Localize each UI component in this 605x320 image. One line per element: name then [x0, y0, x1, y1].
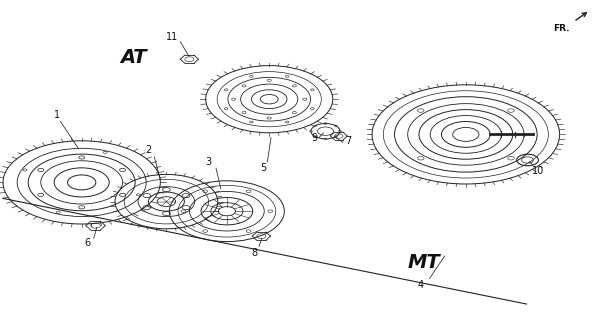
Text: MT: MT	[407, 253, 440, 272]
Text: 6: 6	[85, 238, 91, 248]
Text: 7: 7	[345, 136, 351, 146]
Text: 4: 4	[417, 280, 424, 290]
Text: 9: 9	[312, 132, 318, 143]
Text: 3: 3	[206, 156, 212, 167]
Text: 5: 5	[260, 163, 266, 173]
Text: FR.: FR.	[554, 24, 570, 33]
Text: AT: AT	[120, 48, 146, 67]
Text: 8: 8	[251, 248, 257, 258]
Text: 10: 10	[532, 166, 544, 176]
Text: 2: 2	[145, 145, 151, 156]
Text: 11: 11	[166, 32, 178, 42]
Text: 1: 1	[54, 110, 60, 120]
